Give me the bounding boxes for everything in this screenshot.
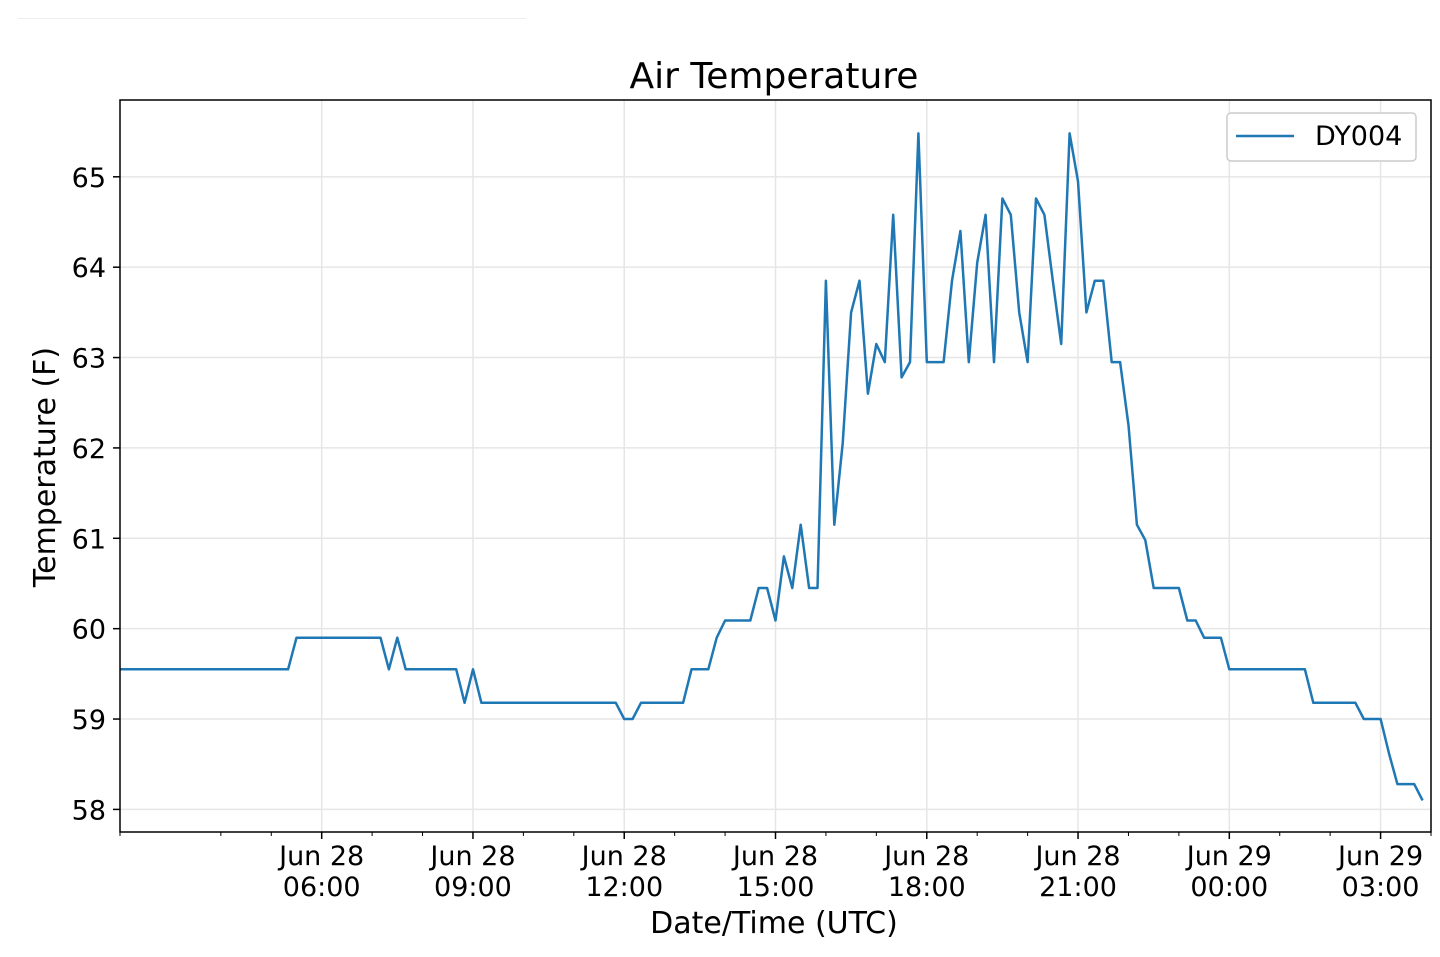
axis-ticks bbox=[113, 176, 1432, 839]
legend-box bbox=[1226, 112, 1417, 162]
x-tick-label-date: Jun 28 bbox=[731, 841, 818, 872]
x-tick-label-time: 21:00 bbox=[1039, 872, 1117, 903]
x-tick-label-time: 18:00 bbox=[888, 872, 966, 903]
x-tick-label-date: Jun 28 bbox=[277, 841, 364, 872]
x-tick-label-time: 06:00 bbox=[283, 872, 361, 903]
x-tick-label-time: 12:00 bbox=[585, 872, 663, 903]
top-divider bbox=[18, 18, 526, 19]
x-tick-label-time: 15:00 bbox=[737, 872, 815, 903]
series-layer bbox=[120, 132, 1424, 801]
y-tick-label: 62 bbox=[72, 434, 106, 465]
y-tick-label: 61 bbox=[72, 524, 106, 555]
y-tick-label: 65 bbox=[72, 163, 106, 194]
x-tick-label-time: 09:00 bbox=[434, 872, 512, 903]
grid bbox=[120, 100, 1431, 832]
x-tick-label-date: Jun 28 bbox=[1033, 841, 1120, 872]
y-tick-label: 63 bbox=[72, 344, 106, 375]
x-tick-label-date: Jun 29 bbox=[1185, 841, 1272, 872]
series-line-dy004 bbox=[120, 132, 1424, 801]
y-tick-label: 59 bbox=[72, 705, 106, 736]
x-tick-label-date: Jun 29 bbox=[1336, 841, 1423, 872]
x-tick-label-time: 00:00 bbox=[1190, 872, 1268, 903]
plot-frame bbox=[119, 99, 1432, 833]
y-tick-label: 64 bbox=[72, 253, 106, 284]
legend: DY004 bbox=[1226, 112, 1417, 162]
y-axis-label: Temperature (F) bbox=[28, 347, 63, 588]
x-tick-label-time: 03:00 bbox=[1342, 872, 1420, 903]
x-tick-label-date: Jun 28 bbox=[882, 841, 969, 872]
x-axis-label: Date/Time (UTC) bbox=[650, 906, 898, 941]
legend-label-dy004: DY004 bbox=[1315, 121, 1402, 152]
y-tick-label: 60 bbox=[72, 615, 106, 646]
chart-title: Air Temperature bbox=[630, 56, 919, 97]
x-tick-label-date: Jun 28 bbox=[428, 841, 515, 872]
x-tick-label-date: Jun 28 bbox=[580, 841, 667, 872]
y-tick-label: 58 bbox=[72, 795, 106, 826]
